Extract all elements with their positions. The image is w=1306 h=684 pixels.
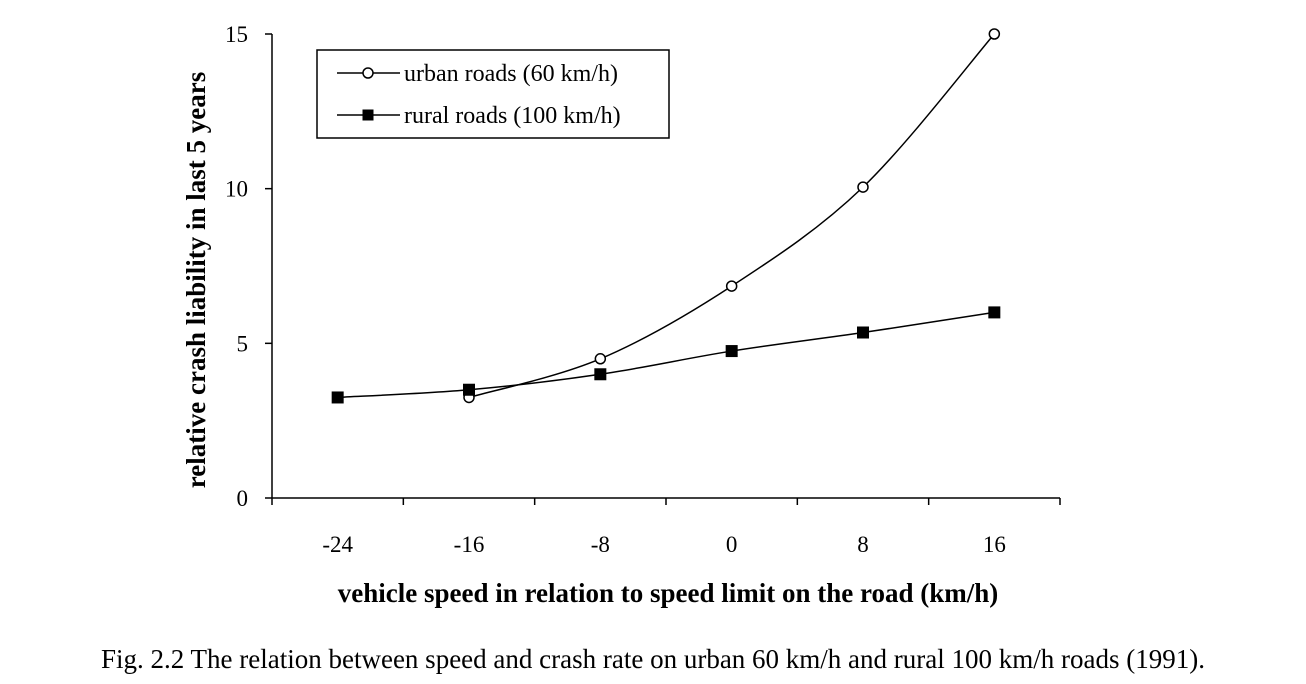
legend: urban roads (60 km/h) rural roads (100 k… xyxy=(316,49,670,139)
series-urban xyxy=(463,28,1001,404)
legend-marker-rural xyxy=(362,109,374,121)
y-tick-label: 10 xyxy=(225,177,248,202)
series-line xyxy=(337,311,995,399)
x-axis-title: vehicle speed in relation to speed limit… xyxy=(338,578,999,608)
series-layer xyxy=(331,28,1001,404)
figure-caption: Fig. 2.2 The relation between speed and … xyxy=(101,644,1205,674)
y-tick-label: 15 xyxy=(225,22,248,47)
line-chart: 0 5 10 15 -24 -16 -8 0 8 16 relative crash liabi… xyxy=(181,22,1061,608)
x-tick-label: -16 xyxy=(454,532,485,557)
x-tick-label: 0 xyxy=(726,532,738,557)
legend-marker-urban xyxy=(362,67,374,79)
x-axis-ticks: -24 -16 -8 0 8 16 xyxy=(271,498,1061,557)
y-tick-label: 0 xyxy=(237,486,249,511)
data-point xyxy=(857,326,869,339)
series-rural xyxy=(331,306,1001,404)
data-point xyxy=(988,28,1001,40)
y-axis-title: relative crash liability in last 5 years xyxy=(181,72,211,488)
x-tick-label: -8 xyxy=(591,532,610,557)
data-point xyxy=(725,280,738,292)
data-point xyxy=(331,391,344,404)
legend-entry-urban: urban roads (60 km/h) xyxy=(404,61,618,87)
data-point xyxy=(857,181,869,193)
legend-box xyxy=(316,49,670,139)
legend-entry-rural: rural roads (100 km/h) xyxy=(404,103,621,129)
y-axis-ticks: 0 5 10 15 xyxy=(225,22,272,511)
x-tick-label: 16 xyxy=(983,532,1006,557)
series-line xyxy=(468,33,995,399)
data-point xyxy=(594,368,607,381)
data-point xyxy=(988,306,1001,319)
data-point xyxy=(463,383,475,396)
y-tick-label: 5 xyxy=(237,331,249,356)
x-tick-label: 8 xyxy=(857,532,869,557)
data-point xyxy=(594,353,607,365)
x-tick-label: -24 xyxy=(322,532,353,557)
data-point xyxy=(725,345,738,358)
